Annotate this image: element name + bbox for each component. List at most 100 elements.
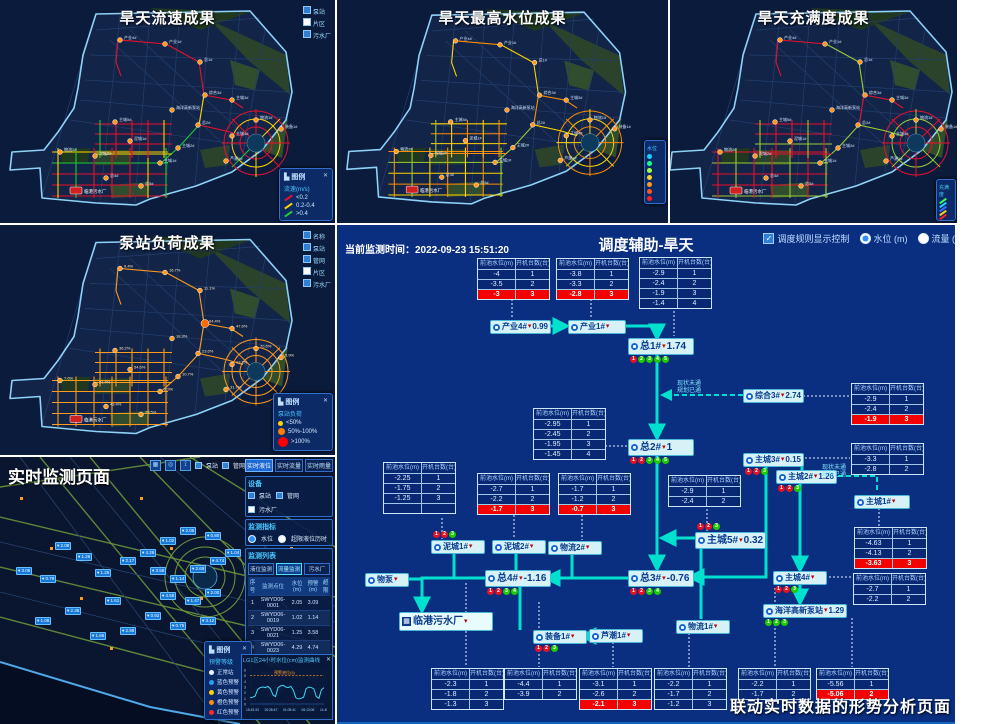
layer-toggle-3[interactable]: 管网: [302, 255, 331, 265]
checkbox-icon[interactable]: [302, 231, 311, 239]
station-node-产业4#[interactable]: 产业4# ▾ 0.99: [490, 320, 551, 334]
station-node-装备1#[interactable]: 装备1# ▾: [533, 630, 587, 644]
checkbox-icon[interactable]: [248, 506, 255, 513]
layers-icon[interactable]: ▦: [150, 460, 161, 471]
monitor-point-label[interactable]: ▾ 1.14: [170, 575, 187, 583]
level-map-canvas[interactable]: 产业4# 产业1# 总1# 综合3# 总2# 主城3# 主城2# 主城1# 主城5# 泥城1# 泥城…: [337, 0, 668, 223]
unit-flow-radio[interactable]: 流量 (: [917, 232, 955, 245]
monitor-point-label[interactable]: ▾ 1.61: [105, 597, 122, 605]
monitor-point-label[interactable]: ▾ 1.04: [225, 549, 242, 557]
monitor-point-label[interactable]: ▾ 2.17: [120, 557, 137, 565]
station-node-总4#[interactable]: 总4# ▾ -1.16: [485, 570, 551, 587]
monitor-point-label[interactable]: ▾ 3.06: [16, 567, 33, 575]
pump-load-layer-toggles[interactable]: 名称泵站管网片区污水厂: [302, 231, 331, 291]
tab-2[interactable]: 实时流量: [275, 459, 303, 472]
locate-icon[interactable]: ◎: [165, 460, 176, 471]
monitor-point-label[interactable]: ▾ 0.79: [40, 575, 57, 583]
checkbox-checked-icon[interactable]: ✓: [763, 233, 775, 244]
monitor-point-label[interactable]: ▾ 0.92: [145, 612, 162, 620]
layer-toggle-2[interactable]: 泵站: [302, 243, 331, 253]
list-filter-button[interactable]: 流量监测: [276, 563, 302, 575]
monitor-point-label[interactable]: ▾ 2.36: [65, 607, 82, 615]
list-filter-button[interactable]: 液位监测: [248, 563, 274, 575]
layer-toggle-2[interactable]: 片区: [302, 18, 331, 28]
station-node-主城3#[interactable]: 主城3# ▾ 0.15: [743, 453, 804, 467]
tab-3[interactable]: 实时雨量: [305, 459, 333, 472]
close-icon[interactable]: ✕: [325, 657, 331, 663]
monitor-point-label[interactable]: ▾ 2.08: [55, 542, 72, 550]
checkbox-icon[interactable]: [222, 462, 230, 469]
layer-toggle-3[interactable]: 污水厂: [302, 30, 331, 40]
station-node-总1#[interactable]: 总1# ▾ 1.74: [628, 338, 694, 355]
close-icon[interactable]: ✕: [241, 646, 247, 652]
measure-icon[interactable]: ⟟: [180, 460, 191, 471]
monitor-point-label[interactable]: ▾ 4.29: [140, 549, 157, 557]
table-row[interactable]: 1 SWYD06-0001 2.05 3.09: [248, 595, 330, 611]
device-checkbox[interactable]: 污水厂: [248, 505, 277, 514]
toolbar-check[interactable]: 泵站: [195, 461, 218, 470]
monitor-point-label[interactable]: ▾ 1.25: [95, 569, 112, 577]
checkbox-icon[interactable]: [276, 492, 284, 499]
checkbox-icon[interactable]: [302, 267, 311, 275]
checkbox-icon[interactable]: [302, 243, 311, 251]
checkbox-icon[interactable]: [302, 18, 311, 26]
monitor-point-label[interactable]: ▾ 2.05: [180, 527, 197, 535]
monitor-point-label[interactable]: ▾ 1.08: [35, 617, 52, 625]
layer-toggle-1[interactable]: 名称: [302, 231, 331, 241]
monitor-point-label[interactable]: ▾ 0.75: [170, 622, 187, 630]
monitor-point-label[interactable]: ▾ 1.26: [76, 553, 93, 561]
monitor-point-label[interactable]: ▾ 3.58: [150, 567, 167, 575]
layer-toggle-5[interactable]: 污水厂: [302, 279, 331, 289]
unit-level-radio[interactable]: 水位 (m): [859, 232, 908, 245]
checkbox-icon[interactable]: [302, 30, 311, 38]
station-node-物流1#[interactable]: 物流1# ▾: [676, 620, 730, 634]
pump-load-map-canvas[interactable]: 9.4% 16.7% 11.1% 64.4% 23.6% 47.6% 10.7% 2.9% 36…: [0, 225, 335, 455]
monitor-point-label[interactable]: ▾ 3.12: [200, 617, 217, 625]
station-node-主城4#[interactable]: 主城4# ▾: [773, 571, 827, 585]
velocity-layer-toggles[interactable]: 泵站 片区 污水厂: [302, 6, 331, 42]
monitor-point-label[interactable]: ▾ 4.58: [160, 592, 177, 600]
layer-toggle-4[interactable]: 片区: [302, 267, 331, 277]
station-node-主城1#[interactable]: 主城1# ▾: [854, 495, 910, 509]
station-node-临港污水厂[interactable]: ▦ 临港污水厂 ▾: [399, 612, 493, 631]
realtime-tabs[interactable]: 实时液位 实时流量 实时雨量: [243, 457, 335, 474]
toolbar-check[interactable]: 管网: [222, 461, 245, 470]
indicator-radio[interactable]: 超限液位历时: [278, 534, 327, 543]
station-node-产业1#[interactable]: 产业1# ▾: [568, 320, 626, 334]
station-node-总2#[interactable]: 总2# ▾ 1: [628, 439, 694, 456]
station-node-海洋高新泵站[interactable]: 海洋高新泵站 ▾ 1.29: [763, 604, 848, 618]
station-node-物流2#[interactable]: 物流2# ▾: [548, 541, 602, 555]
monitor-point-label[interactable]: ▾ 1.66: [90, 632, 107, 640]
checkbox-icon[interactable]: [195, 462, 202, 469]
monitor-point-label[interactable]: ▾ 4.74: [210, 557, 227, 565]
station-node-芦潮1#[interactable]: 芦潮1# ▾: [589, 629, 643, 643]
monitor-point-label[interactable]: ▾ 1.02: [160, 537, 177, 545]
monitor-point-label[interactable]: ▾ 1.47: [185, 597, 202, 605]
indicator-radio[interactable]: 水位: [248, 534, 273, 543]
station-node-总3#[interactable]: 总3# ▾ -0.76: [628, 570, 694, 587]
table-row[interactable]: 4 SWYD06-0023 4.29 4.74: [248, 640, 330, 656]
monitor-point-label[interactable]: ▾ 2.69: [190, 565, 207, 573]
checkbox-icon[interactable]: [302, 279, 311, 287]
list-filter-button[interactable]: 污水厂: [304, 563, 330, 575]
checkbox-icon[interactable]: [302, 6, 311, 14]
radio-icon[interactable]: [278, 534, 287, 543]
station-node-泥城1#[interactable]: 泥城1# ▾: [431, 540, 485, 554]
monitor-point-label[interactable]: ▾ 2.98: [120, 627, 137, 635]
device-checkbox[interactable]: 管网: [276, 491, 299, 500]
monitor-point-label[interactable]: ▾ 2.00: [205, 589, 222, 597]
table-row[interactable]: 3 SWYD06-0021 1.25 3.58: [248, 625, 330, 641]
close-icon[interactable]: ✕: [322, 173, 328, 179]
table-row[interactable]: 2 SWYD06-0019 1.02 1.14: [248, 610, 330, 626]
velocity-map-canvas[interactable]: 产业4# 产业1# 总1# 综合3# 总2# 主城3# 主城2# 主城1# 主城5# 泥城1# 泥城…: [0, 0, 335, 223]
checkbox-icon[interactable]: [302, 255, 311, 263]
monitor-point-label[interactable]: ▾ 0.80: [205, 532, 222, 540]
station-node-物泵[interactable]: 物泵 ▾: [365, 573, 409, 587]
layer-toggle-1[interactable]: 泵站: [302, 6, 331, 16]
station-node-泥城2#[interactable]: 泥城2# ▾: [492, 540, 546, 554]
station-node-主城2#[interactable]: 主城2# ▾ 1.26: [776, 470, 837, 484]
radio-icon[interactable]: [248, 534, 256, 543]
station-node-综合3#[interactable]: 综合3# ▾ 2.74: [743, 389, 804, 403]
fullness-map-canvas[interactable]: 产业4# 产业1# 总1# 综合3# 总2# 主城3# 主城2# 主城1# 主城5# 泥城1# 泥城…: [670, 0, 957, 223]
station-node-主城5#[interactable]: 主城5# ▾ 0.32: [695, 532, 767, 549]
